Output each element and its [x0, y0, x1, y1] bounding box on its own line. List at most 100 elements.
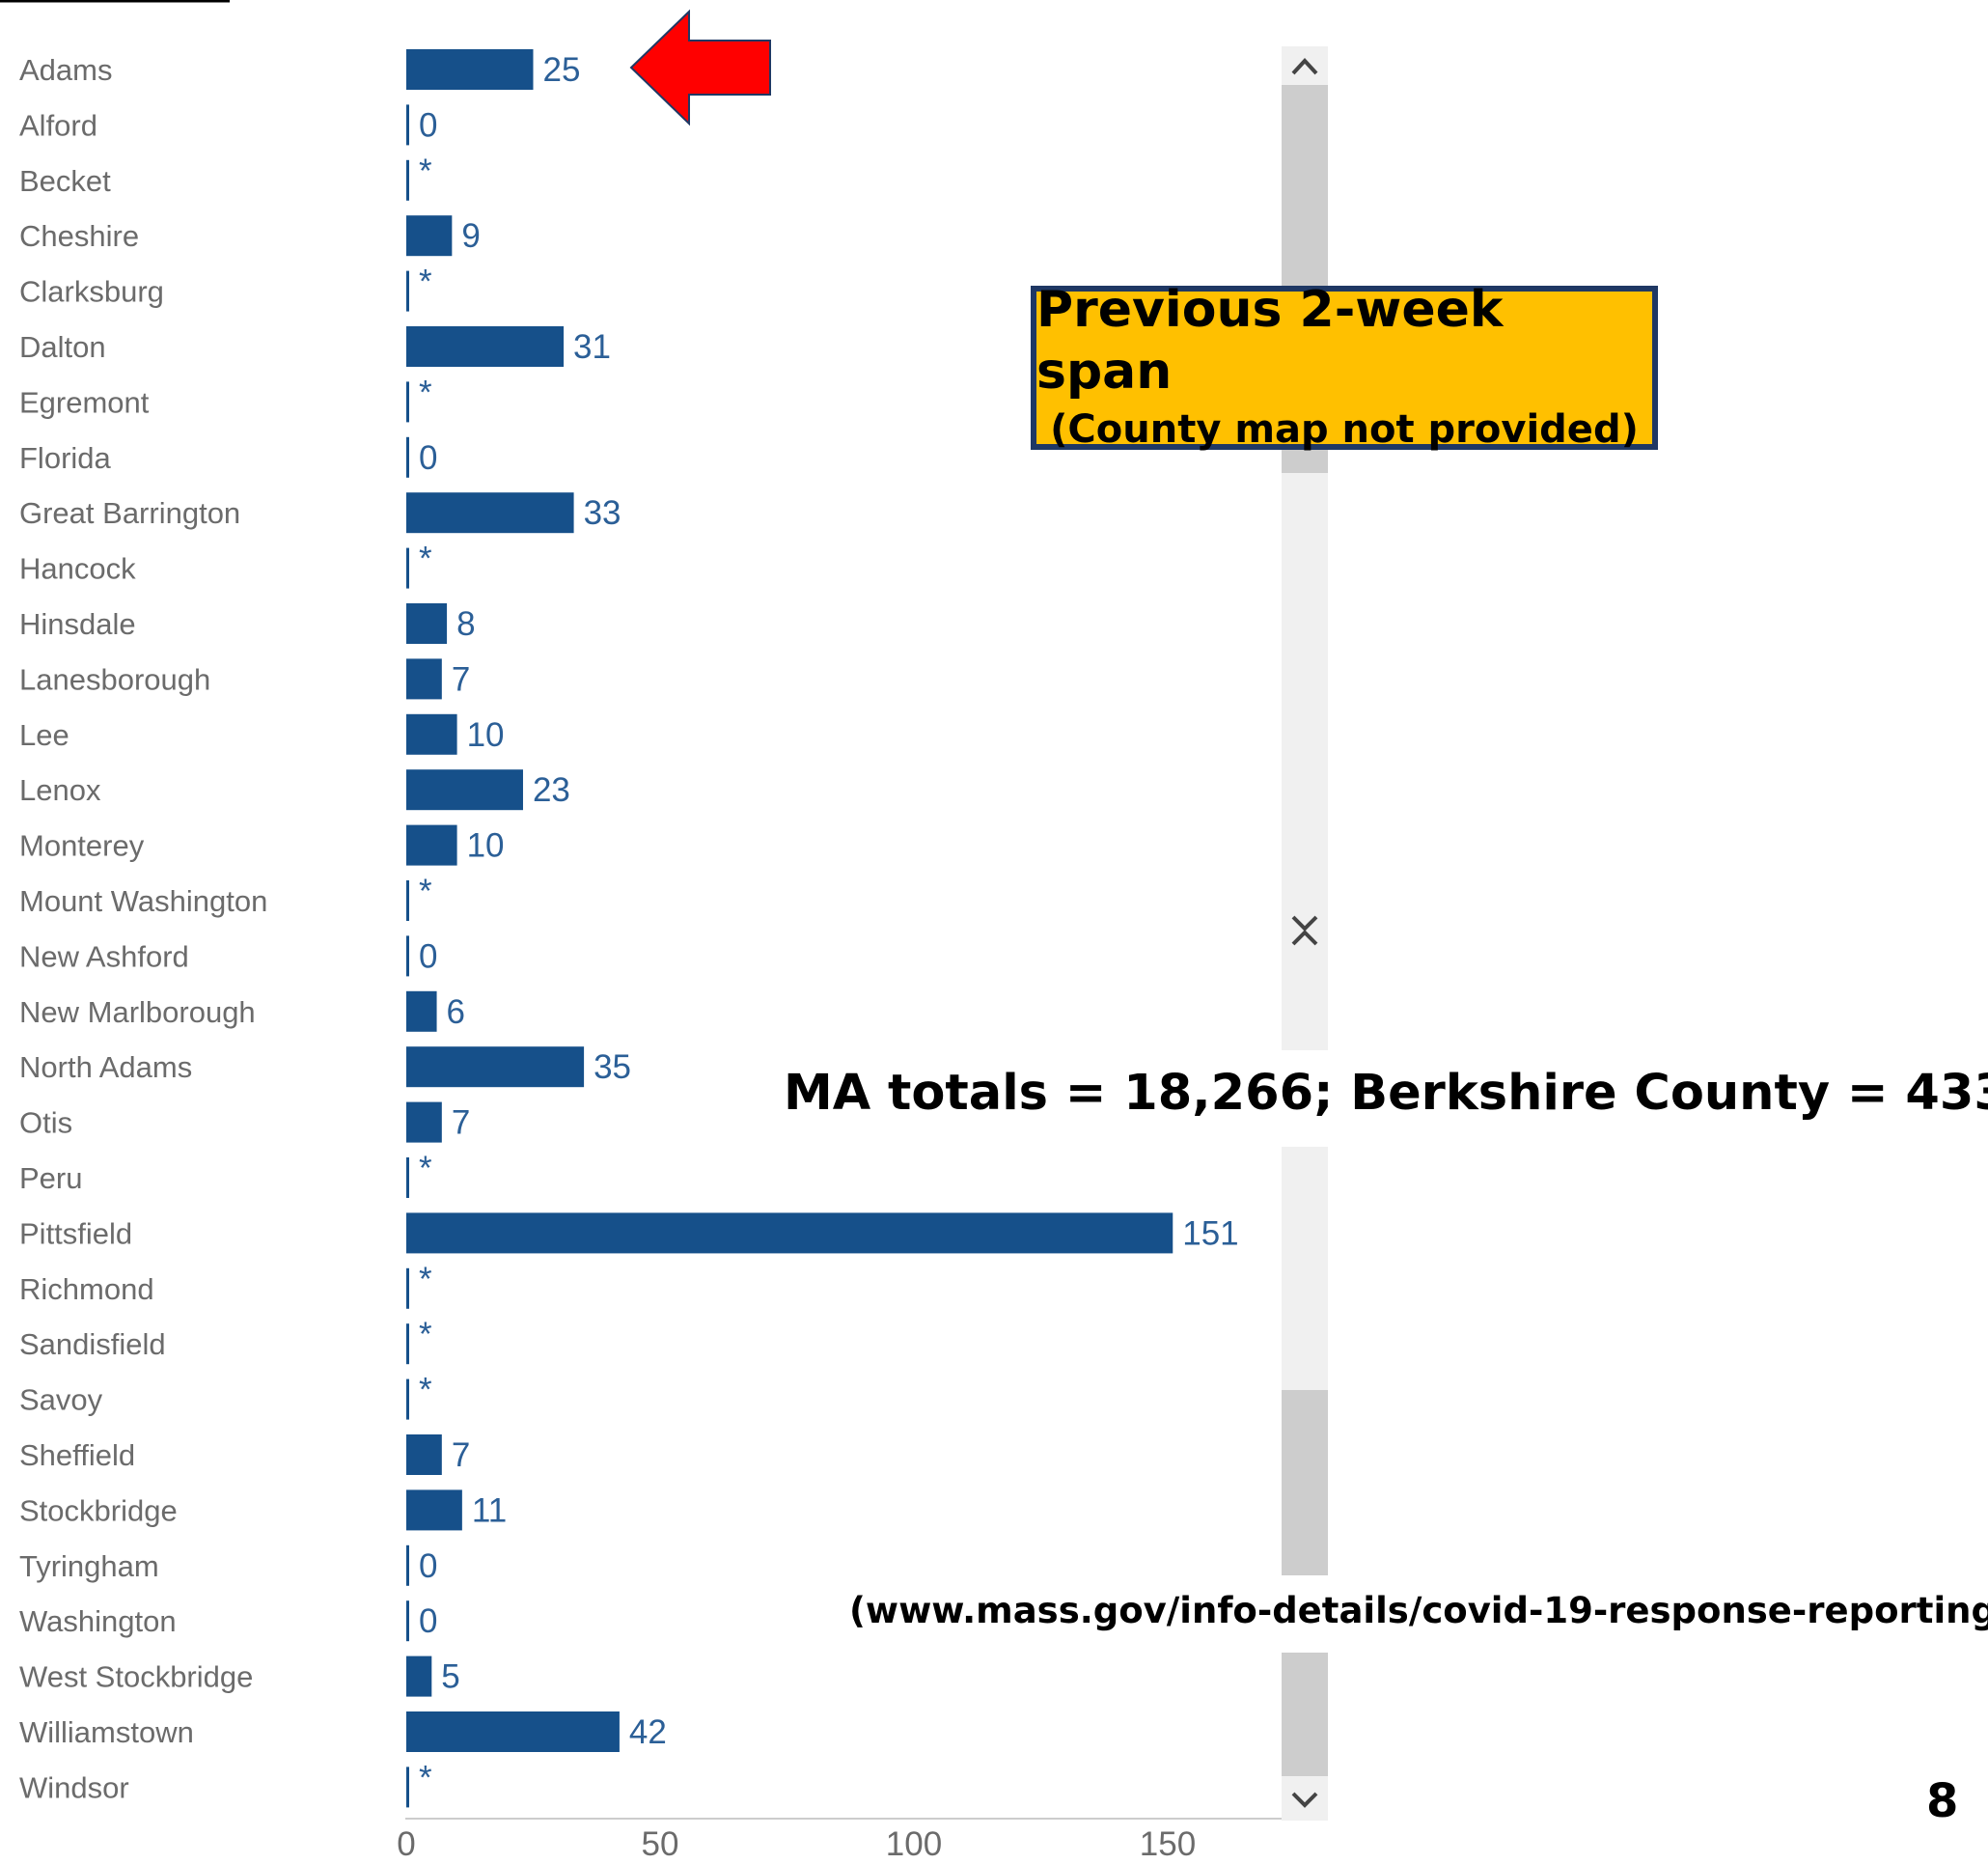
value-label-tyringham: 0	[419, 1547, 437, 1585]
scrollbar-thumb-bottom[interactable]	[1282, 1653, 1328, 1776]
value-label-becket: *	[419, 153, 432, 190]
value-label-clarksburg: *	[419, 264, 432, 301]
scrollbar-gap-lower	[1282, 1575, 1328, 1653]
bar-new-marlborough[interactable]	[406, 990, 437, 1032]
bar-savoy[interactable]	[406, 1378, 409, 1420]
value-label-egremont: *	[419, 374, 432, 411]
category-label-new-marlborough: New Marlborough	[19, 995, 256, 1029]
bar-egremont[interactable]	[406, 381, 409, 423]
value-label-otis: 7	[452, 1104, 470, 1142]
category-label-hinsdale: Hinsdale	[19, 607, 136, 641]
value-label-washington: 0	[419, 1602, 437, 1640]
bar-adams[interactable]	[406, 49, 534, 90]
value-label-cheshire: 9	[461, 217, 480, 255]
x-tick-label-0: 0	[397, 1825, 415, 1863]
category-label-florida: Florida	[19, 441, 112, 475]
bar-lenox[interactable]	[406, 769, 523, 811]
category-label-sheffield: Sheffield	[19, 1438, 135, 1472]
x-tick-label-150: 150	[1140, 1825, 1196, 1863]
bar-otis[interactable]	[406, 1101, 442, 1143]
bar-washington[interactable]	[406, 1600, 409, 1642]
source-text: (www.mass.gov/info-details/covid-19-resp…	[849, 1590, 1988, 1631]
value-label-adams: 25	[543, 51, 581, 89]
value-label-new-marlborough: 6	[447, 993, 465, 1031]
bar-pittsfield[interactable]	[406, 1212, 1173, 1254]
labels-layer: Adams 25 Alford 0 Becket * Cheshire 9 Clarksburg…	[19, 51, 1239, 1804]
value-label-lanesborough: 7	[452, 660, 470, 698]
value-label-pittsfield: 151	[1182, 1214, 1238, 1252]
category-label-hancock: Hancock	[19, 552, 136, 586]
chevron-down-icon[interactable]	[1291, 1792, 1318, 1808]
category-label-lanesborough: Lanesborough	[19, 662, 210, 696]
category-label-lenox: Lenox	[19, 773, 101, 807]
chevron-collapse-icon[interactable]	[1291, 915, 1318, 946]
bar-becket[interactable]	[406, 159, 409, 201]
category-label-great-barrington: Great Barrington	[19, 496, 240, 530]
bar-new-ashford[interactable]	[406, 935, 409, 977]
value-label-dalton: 31	[573, 328, 611, 366]
category-label-cheshire: Cheshire	[19, 219, 139, 253]
bar-sheffield[interactable]	[406, 1434, 442, 1475]
bar-tyringham[interactable]	[406, 1544, 409, 1586]
bar-lee[interactable]	[406, 713, 457, 755]
chevron-up-icon[interactable]	[1291, 58, 1318, 75]
bar-hancock[interactable]	[406, 547, 409, 589]
bar-hinsdale[interactable]	[406, 603, 448, 644]
category-label-stockbridge: Stockbridge	[19, 1493, 178, 1527]
value-label-sheffield: 7	[452, 1436, 470, 1474]
bar-alford[interactable]	[406, 104, 409, 146]
bar-monterey[interactable]	[406, 824, 457, 866]
bar-williamstown[interactable]	[406, 1711, 620, 1752]
bar-stockbridge[interactable]	[406, 1489, 462, 1531]
category-label-sandisfield: Sandisfield	[19, 1327, 166, 1361]
value-label-north-adams: 35	[594, 1048, 631, 1086]
value-label-new-ashford: 0	[419, 937, 437, 975]
category-label-lee: Lee	[19, 718, 69, 752]
value-label-hancock: *	[419, 541, 432, 578]
category-label-west-stockbridge: West Stockbridge	[19, 1660, 253, 1694]
bar-dalton[interactable]	[406, 326, 565, 367]
bar-clarksburg[interactable]	[406, 270, 409, 312]
bar-peru[interactable]	[406, 1157, 409, 1198]
category-label-egremont: Egremont	[19, 385, 150, 419]
scrollbar-thumb-lower[interactable]	[1282, 1390, 1328, 1575]
category-label-tyringham: Tyringham	[19, 1549, 159, 1583]
category-label-adams: Adams	[19, 53, 112, 87]
bar-cheshire[interactable]	[406, 215, 453, 257]
value-label-monterey: 10	[467, 827, 505, 865]
callout-title: Previous 2-week span	[1036, 281, 1504, 401]
bar-great-barrington[interactable]	[406, 492, 574, 534]
value-label-lenox: 23	[533, 771, 570, 809]
category-label-dalton: Dalton	[19, 330, 106, 364]
callout-box: Previous 2-week span (County map not pro…	[1031, 281, 1658, 452]
value-label-savoy: *	[419, 1372, 432, 1409]
value-label-alford: 0	[419, 106, 437, 144]
value-label-williamstown: 42	[629, 1713, 667, 1751]
value-label-west-stockbridge: 5	[441, 1658, 459, 1696]
ticks-layer: 0 50 100 150	[397, 1825, 1196, 1863]
x-tick-label-50: 50	[642, 1825, 679, 1863]
category-label-savoy: Savoy	[19, 1383, 103, 1417]
bars-layer	[406, 49, 1173, 1808]
category-label-becket: Becket	[19, 164, 111, 198]
bar-north-adams[interactable]	[406, 1046, 585, 1088]
value-label-stockbridge: 11	[472, 1491, 507, 1529]
bar-richmond[interactable]	[406, 1267, 409, 1309]
callout-subtitle: (County map not provided)	[1050, 407, 1639, 452]
bar-florida[interactable]	[406, 436, 409, 478]
red-arrow-icon	[629, 9, 771, 126]
bar-mount-washington[interactable]	[406, 880, 409, 921]
value-label-great-barrington: 33	[584, 494, 621, 532]
category-label-otis: Otis	[19, 1106, 72, 1140]
bar-sandisfield[interactable]	[406, 1323, 409, 1365]
value-label-peru: *	[419, 1150, 432, 1187]
category-label-williamstown: Williamstown	[19, 1715, 194, 1749]
totals-text: MA totals = 18,266; Berkshire County = 4…	[784, 1065, 1988, 1122]
bar-windsor[interactable]	[406, 1767, 409, 1808]
category-label-clarksburg: Clarksburg	[19, 275, 164, 309]
bar-lanesborough[interactable]	[406, 658, 442, 700]
category-label-washington: Washington	[19, 1604, 177, 1638]
category-label-alford: Alford	[19, 108, 97, 142]
bar-west-stockbridge[interactable]	[406, 1655, 432, 1697]
